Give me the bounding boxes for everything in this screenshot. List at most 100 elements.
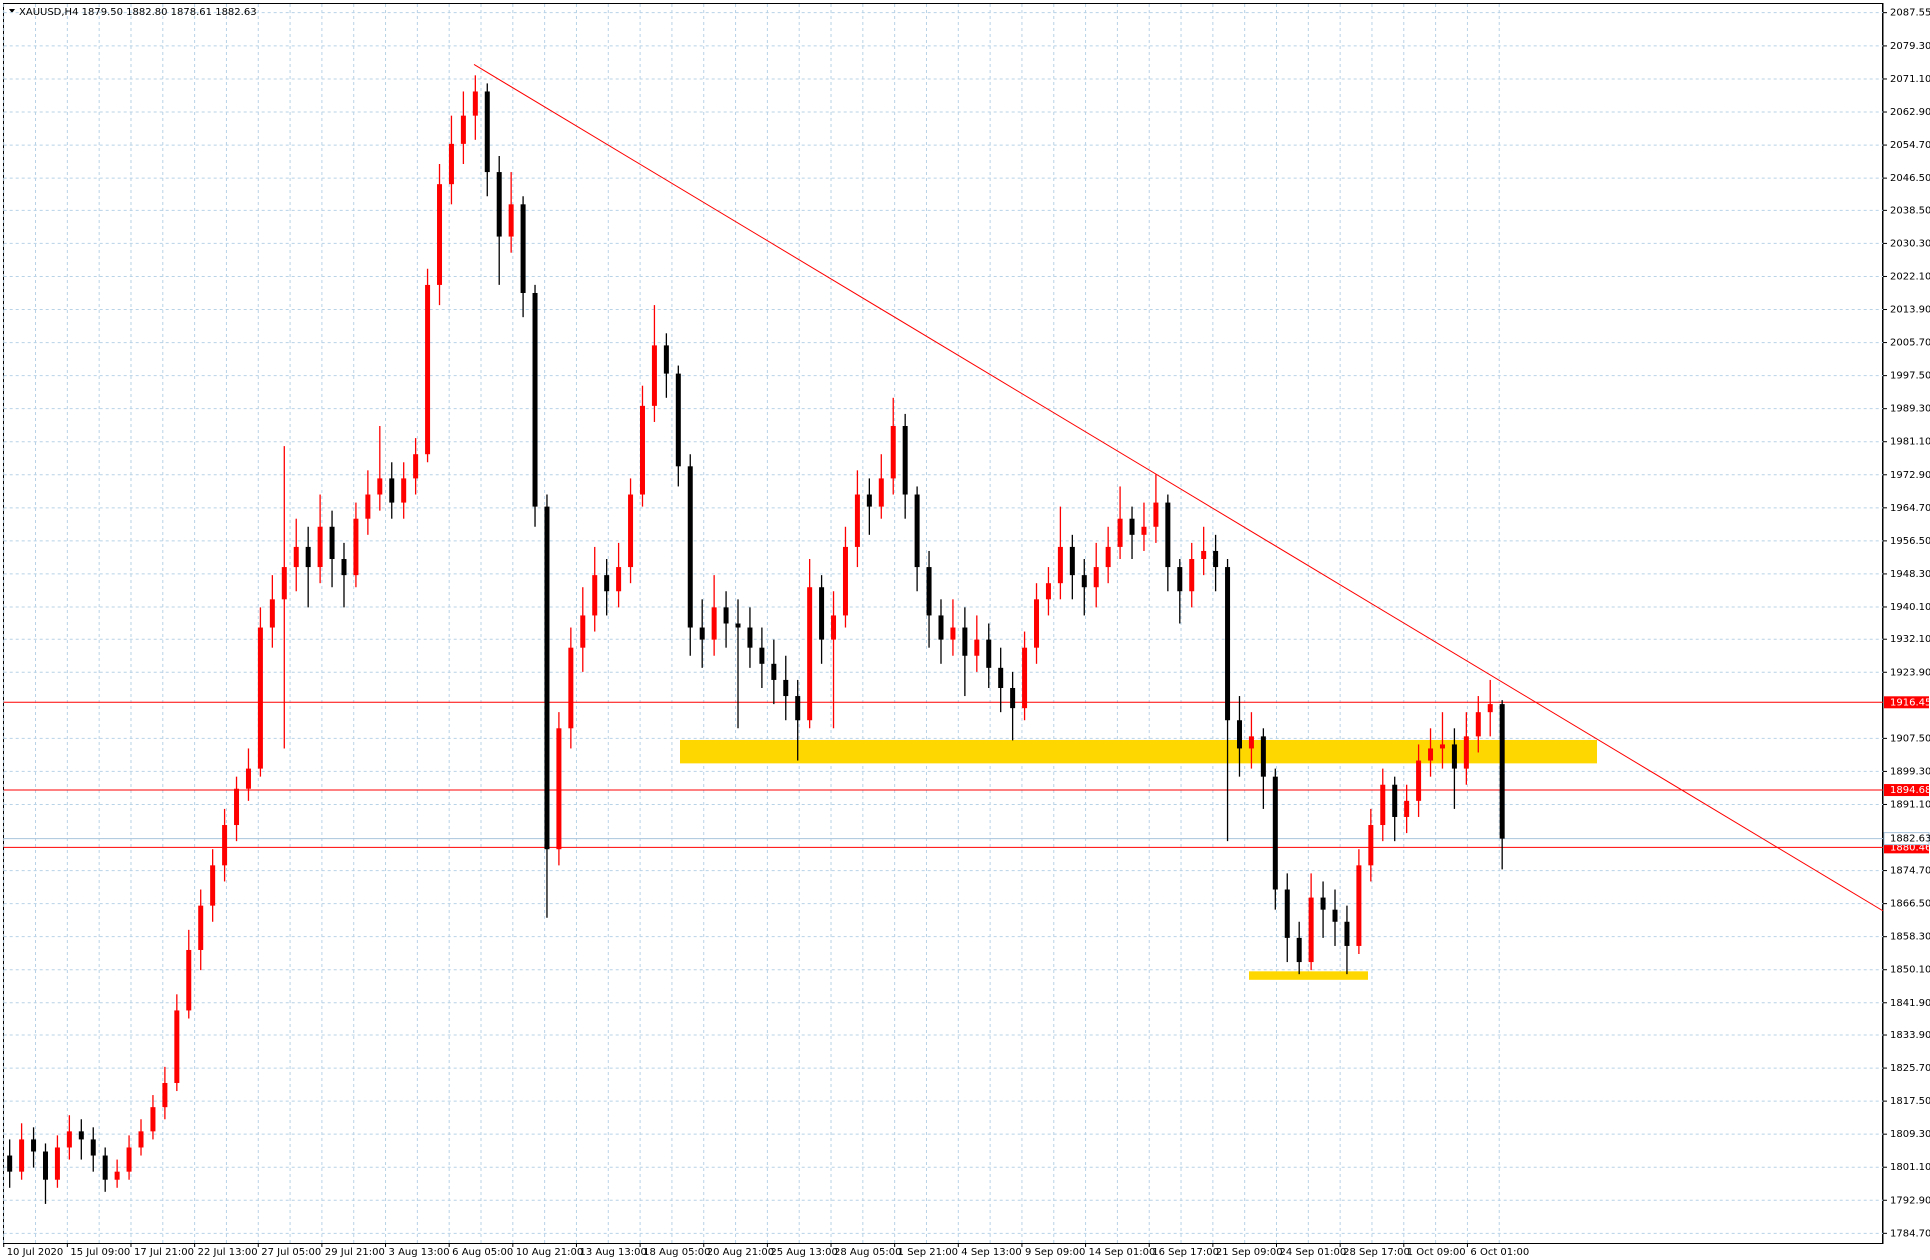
candle-body bbox=[508, 204, 514, 237]
y-tick-label: 1997.50 bbox=[1890, 371, 1930, 382]
candle-body bbox=[687, 466, 693, 628]
candle-body bbox=[102, 1155, 108, 1180]
y-tick-label: 1948.30 bbox=[1890, 569, 1930, 580]
candle-body bbox=[1081, 575, 1087, 588]
candle-body bbox=[317, 526, 323, 568]
candle-body bbox=[890, 426, 896, 479]
candle-body bbox=[950, 627, 956, 640]
candle-body bbox=[663, 345, 669, 374]
y-tick-label: 1858.30 bbox=[1890, 932, 1930, 943]
candle-body bbox=[484, 91, 490, 173]
y-tick-label: 1956.50 bbox=[1890, 536, 1930, 547]
candle-body bbox=[1010, 687, 1016, 709]
candle-body bbox=[496, 172, 502, 237]
x-tick-label: 29 Jul 21:00 bbox=[325, 1247, 385, 1258]
candle-body bbox=[1201, 550, 1207, 560]
candle-body bbox=[1105, 546, 1111, 568]
y-tick-label: 1850.10 bbox=[1890, 965, 1930, 976]
candle-body bbox=[1332, 909, 1338, 922]
candle-body bbox=[1392, 784, 1398, 817]
x-tick-label: 18 Aug 05:00 bbox=[643, 1247, 710, 1258]
price-level-label: 1894.68 bbox=[1890, 785, 1930, 796]
y-tick-label: 2022.10 bbox=[1890, 271, 1930, 282]
candle-body bbox=[556, 728, 562, 850]
candle-body bbox=[1356, 865, 1362, 946]
x-tick-label: 22 Jul 13:00 bbox=[198, 1247, 258, 1258]
y-tick-label: 2054.70 bbox=[1890, 140, 1930, 151]
candle-body bbox=[425, 284, 431, 455]
x-tick-label: 17 Jul 21:00 bbox=[134, 1247, 194, 1258]
candle-body bbox=[1344, 921, 1350, 946]
candle-body bbox=[1069, 546, 1075, 576]
candle-body bbox=[651, 345, 657, 406]
x-tick-label: 4 Sep 13:00 bbox=[961, 1247, 1021, 1258]
candle-body bbox=[174, 1010, 180, 1083]
y-tick-label: 1940.10 bbox=[1890, 602, 1930, 613]
price-level-label: 1880.46 bbox=[1890, 842, 1930, 853]
y-tick-label: 2005.70 bbox=[1890, 338, 1930, 349]
candle-body bbox=[245, 768, 251, 789]
price-level-label: 1882.63 bbox=[1890, 834, 1930, 845]
price-level-tag bbox=[1883, 832, 1930, 846]
candle-body bbox=[795, 696, 801, 721]
candle-body bbox=[723, 607, 729, 624]
candle-body bbox=[532, 292, 538, 507]
candle-body bbox=[699, 627, 705, 640]
y-tick-label: 1989.30 bbox=[1890, 404, 1930, 415]
candle-body bbox=[771, 663, 777, 680]
candle-body bbox=[866, 494, 872, 507]
candle-body bbox=[1380, 784, 1386, 826]
candle-body bbox=[293, 546, 299, 568]
candle-body bbox=[1499, 704, 1505, 839]
candle-body bbox=[842, 546, 848, 616]
candle-body bbox=[1225, 567, 1231, 721]
candle-body bbox=[329, 526, 335, 560]
candle-body bbox=[365, 494, 371, 519]
candle-body bbox=[735, 623, 741, 628]
candle-body bbox=[186, 949, 192, 1011]
support-zone bbox=[1249, 971, 1368, 980]
candle-body bbox=[78, 1131, 84, 1140]
candle-body bbox=[938, 615, 944, 640]
x-tick-label: 6 Oct 01:00 bbox=[1470, 1247, 1529, 1258]
candle-body bbox=[377, 478, 383, 495]
trendline bbox=[473, 64, 1884, 912]
y-tick-label: 1923.90 bbox=[1890, 667, 1930, 678]
candle-body bbox=[1141, 526, 1147, 535]
y-tick-label: 2030.30 bbox=[1890, 238, 1930, 249]
support-zone bbox=[680, 739, 1597, 764]
candle-body bbox=[914, 494, 920, 568]
candle-body bbox=[341, 559, 347, 576]
candle-body bbox=[1129, 518, 1135, 535]
candle-body bbox=[126, 1147, 132, 1172]
y-tick-label: 1809.30 bbox=[1890, 1129, 1930, 1140]
candle-body bbox=[31, 1139, 37, 1152]
x-tick-label: 9 Sep 09:00 bbox=[1025, 1247, 1085, 1258]
candle-body bbox=[437, 184, 443, 285]
candle-body bbox=[210, 865, 216, 906]
candle-body bbox=[568, 647, 574, 729]
candle-body bbox=[819, 587, 825, 640]
candle-body bbox=[198, 905, 204, 950]
y-tick-label: 2013.90 bbox=[1890, 305, 1930, 316]
candle-body bbox=[269, 599, 275, 628]
candle-body bbox=[1213, 550, 1219, 568]
x-tick-label: 1 Oct 09:00 bbox=[1407, 1247, 1466, 1258]
candle-body bbox=[544, 506, 550, 850]
candle-body bbox=[1439, 744, 1445, 749]
x-tick-label: 28 Sep 17:00 bbox=[1343, 1247, 1410, 1258]
candle-body bbox=[472, 91, 478, 116]
y-tick-label: 1972.90 bbox=[1890, 470, 1930, 481]
y-tick-label: 1891.10 bbox=[1890, 799, 1930, 810]
candle-body bbox=[1034, 599, 1040, 648]
candle-body bbox=[628, 494, 634, 568]
candle-body bbox=[1284, 889, 1290, 938]
x-tick-label: 1 Sep 21:00 bbox=[898, 1247, 958, 1258]
candle-body bbox=[902, 426, 908, 495]
price-level-tag bbox=[1884, 696, 1929, 709]
candle-body bbox=[401, 478, 407, 503]
candle-body bbox=[807, 587, 813, 721]
candle-body bbox=[675, 373, 681, 467]
candle-body bbox=[1451, 744, 1457, 769]
y-tick-label: 2087.55 bbox=[1890, 8, 1930, 19]
